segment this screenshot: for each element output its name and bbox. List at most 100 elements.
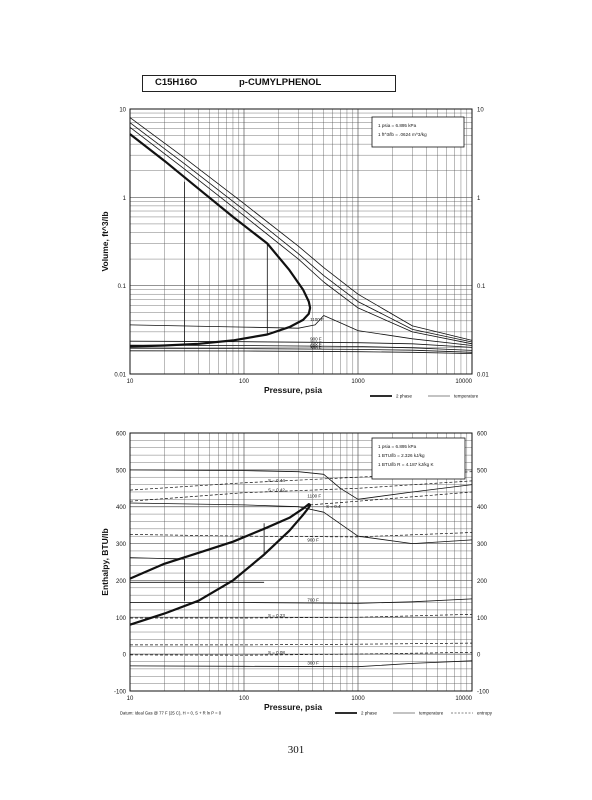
y-tick-label-right: 0.1 xyxy=(477,284,486,290)
legend-label: entropy xyxy=(477,711,493,716)
y-tick-label-right: 0 xyxy=(477,653,481,659)
y-tick-label-right: 100 xyxy=(477,616,488,622)
x-tick-label: 10000 xyxy=(455,696,472,702)
isotherm-line xyxy=(129,126,473,345)
y-tick-label-right: 10 xyxy=(477,108,484,114)
series-label: S = 0.08 xyxy=(268,650,285,655)
isotherm-line xyxy=(129,122,473,343)
y-tick-label: 1 xyxy=(123,196,127,202)
chemical-formula: C15H16O xyxy=(155,77,198,88)
isotherm-line xyxy=(129,660,473,668)
x-tick-label: 1000 xyxy=(351,696,365,702)
isotherm-line xyxy=(129,350,473,354)
compound-header: C15H16O p-CUMYLPHENOL xyxy=(142,75,396,92)
footnote: Datum: Ideal Gas @ 77 F (25 C), H = 0, S… xyxy=(120,711,222,716)
y-tick-label: 10 xyxy=(119,108,126,114)
y-tick-label: 0.1 xyxy=(118,284,127,290)
x-tick-label: 10 xyxy=(127,379,134,385)
series-label: S = 0.23 xyxy=(268,613,285,618)
y-tick-label: 400 xyxy=(116,505,127,511)
series-label: S = 0.42 xyxy=(268,488,285,493)
series-label: 1100 F xyxy=(310,317,324,322)
two-phase-dome-line xyxy=(129,133,312,348)
isotherm-line xyxy=(129,557,185,560)
y-tick-label-right: 400 xyxy=(477,505,488,511)
compound-name: p-CUMYLPHENOL xyxy=(239,77,322,88)
series-label: S = 0.4 xyxy=(326,504,341,509)
x-axis-title: Pressure, psia xyxy=(264,385,322,395)
series-label: 1100 F xyxy=(307,493,321,498)
series-label: 700 F xyxy=(310,340,322,345)
legend: 2 phase temperature entropy xyxy=(335,711,493,716)
conversion-box xyxy=(371,116,465,148)
y-tick-label-right: 200 xyxy=(477,579,488,585)
y-tick-label: 0 xyxy=(123,653,127,659)
isotherm-line xyxy=(129,117,473,341)
isotherm-line xyxy=(129,502,473,545)
conversion-text: 1 BTU/lb = 2.326 kJ/kg xyxy=(378,453,425,458)
y-tick-label: 600 xyxy=(116,432,127,438)
series-label: 900 F xyxy=(307,538,319,543)
y-tick-labels: 0.01 0.1 1 10 xyxy=(114,108,126,379)
page-number: 301 xyxy=(287,744,305,756)
y-tick-label-right: 1 xyxy=(477,196,481,202)
plot-frame xyxy=(129,432,473,692)
y-axis-title: Volume, ft^3/lb xyxy=(100,211,110,271)
conversion-text: 1 psia = 6.895 kPa xyxy=(378,123,417,128)
y-tick-labels-right: 0.01 0.1 1 10 xyxy=(477,108,489,379)
isotherm-line xyxy=(129,340,473,348)
conversion-box xyxy=(371,437,466,480)
x-tick-label: 10000 xyxy=(455,379,472,385)
x-tick-labels: 10 100 1000 10000 xyxy=(127,379,473,385)
series-label: 700 F xyxy=(307,597,319,602)
isotherm-line xyxy=(129,344,473,351)
plot-frame xyxy=(129,108,473,375)
grid xyxy=(130,109,472,374)
entropy-line xyxy=(129,651,473,656)
series-label: S = 0.44 xyxy=(268,478,285,483)
entropy-line xyxy=(129,532,473,538)
series-label: 300 F xyxy=(307,661,319,666)
y-tick-label: 100 xyxy=(116,616,127,622)
legend-label: 2 phase xyxy=(361,711,378,716)
two-phase-dome-line xyxy=(129,502,312,626)
y-tick-label: 200 xyxy=(116,579,127,585)
legend-label: 2 phase xyxy=(396,394,413,399)
x-tick-label: 10 xyxy=(127,696,134,702)
legend-label: temperature xyxy=(454,394,479,399)
y-tick-label-right: -100 xyxy=(477,690,490,696)
isotherm-line xyxy=(129,315,473,346)
y-tick-label: 300 xyxy=(116,542,127,548)
series-label: 500 F xyxy=(310,343,322,348)
entropy-line xyxy=(129,480,473,502)
legend-label: temperature xyxy=(419,711,444,716)
y-tick-labels-right: -100 0 100 200 300 400 500 600 xyxy=(477,432,490,696)
y-tick-label-right: 500 xyxy=(477,468,488,474)
x-axis-title: Pressure, psia xyxy=(264,702,322,712)
y-tick-label: -100 xyxy=(114,690,127,696)
conversion-text: 1 ft^3/lb = .0624 m^3/kg xyxy=(378,132,427,137)
y-axis-title: Enthalpy, BTU/lb xyxy=(100,528,110,595)
x-tick-label: 100 xyxy=(239,379,250,385)
isotherm-line xyxy=(129,347,473,353)
isotherm-line xyxy=(129,469,473,500)
y-tick-label-right: 0.01 xyxy=(477,373,489,379)
x-tick-labels: 10 100 1000 10000 xyxy=(127,696,473,702)
entropy-line xyxy=(310,491,473,506)
y-tick-label-right: 600 xyxy=(477,432,488,438)
entropy-line xyxy=(130,613,473,619)
y-tick-label-right: 300 xyxy=(477,542,488,548)
isotherm-line xyxy=(130,598,473,604)
y-tick-label: 0.01 xyxy=(114,373,126,379)
conversion-text: 1 psia = 6.895 kPa xyxy=(378,444,417,449)
enthalpy-pressure-chart: 1100 F 900 F 700 F 300 F S = 0.44 S = 0.42 S =… xyxy=(100,432,493,716)
x-tick-label: 100 xyxy=(239,696,250,702)
x-tick-label: 1000 xyxy=(351,379,365,385)
entropy-line xyxy=(130,642,473,646)
legend: 2 phase temperature xyxy=(370,394,479,399)
series-label: 900 F xyxy=(310,337,322,342)
y-tick-label: 500 xyxy=(116,468,127,474)
series-label: 300 F xyxy=(310,346,322,351)
